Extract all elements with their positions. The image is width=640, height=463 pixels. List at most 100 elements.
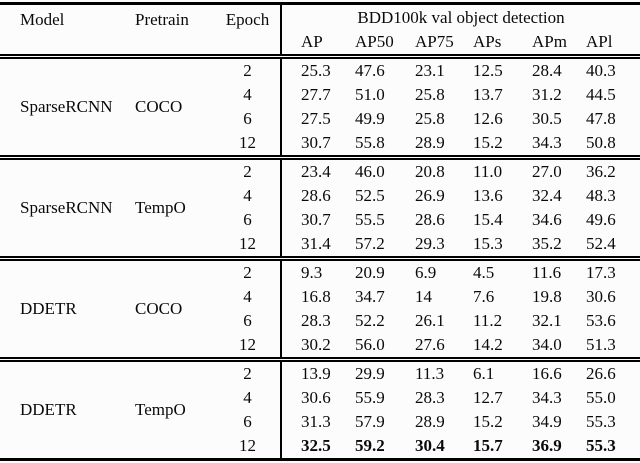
- metric-cell: 28.3: [415, 387, 445, 407]
- metric-cell: 16.8: [280, 284, 352, 309]
- metric-cell: 35.2: [532, 233, 562, 253]
- metric-cell: 12.5: [473, 60, 503, 80]
- col-header-aps: APs: [470, 30, 528, 59]
- metric-cell: 55.9: [355, 387, 385, 407]
- metric-cell: 53.6: [586, 310, 616, 330]
- metric-cell: 55.3: [586, 435, 616, 455]
- metric-cell: 28.9: [415, 132, 445, 152]
- metric-cell: 23.1: [415, 60, 445, 80]
- metric-cell: 52.5: [355, 185, 385, 205]
- table-row: SparseRCNN TempO 2 23.4 46.0 20.8 11.0 2…: [0, 154, 640, 258]
- table-row: 6 28.3 52.2 26.1 11.2 32.1 53.6: [0, 308, 640, 333]
- metric-cell: 12.6: [473, 108, 503, 128]
- metric-cell: 30.5: [532, 108, 562, 128]
- metric-cell: 19.8: [532, 286, 562, 306]
- metric-cell: 28.6: [280, 183, 352, 208]
- col-header-ap75: AP75: [412, 30, 470, 59]
- metric-cell: 55.3: [586, 411, 616, 431]
- epoch-cell: 4: [243, 185, 252, 205]
- metric-cell: 32.1: [532, 310, 562, 330]
- header-row-top: Model Pretrain Epoch BDD100k val object …: [0, 3, 640, 59]
- metric-cell: 20.9: [352, 255, 412, 285]
- metric-cell: 51.0: [355, 84, 385, 104]
- metric-cell: 51.3: [586, 334, 616, 354]
- table-row: SparseRCNN COCO 2 25.3 47.6 23.1 12.5 28…: [0, 56, 640, 116]
- metric-cell: 30.4: [415, 435, 445, 455]
- metric-cell: 47.6: [355, 60, 385, 80]
- metric-cell: 27.7: [280, 82, 352, 107]
- metric-cell: 6.1: [470, 356, 528, 386]
- metric-cell: 20.8: [412, 154, 470, 184]
- table-row: DDETR TempO 2 13.9 29.9 11.3 6.1 16.6 26…: [0, 356, 640, 459]
- epoch-cell: 2: [215, 255, 281, 285]
- table-row: 4 28.6 52.5 26.9 13.6 32.4 48.3: [0, 183, 640, 208]
- metric-cell: 28.3: [280, 308, 352, 333]
- metric-cell: 25.8: [415, 108, 445, 128]
- metric-cell: 28.9: [415, 411, 445, 431]
- epoch-cell: 6: [243, 108, 252, 128]
- metric-cell: 49.6: [586, 209, 616, 229]
- metric-cell: 14.2: [473, 334, 503, 354]
- epoch-cell: 6: [243, 209, 252, 229]
- metric-cell: 56.0: [355, 334, 385, 354]
- model-cell: SparseRCNN: [20, 96, 113, 116]
- metric-cell: 34.0: [532, 334, 562, 354]
- metric-cell: 15.7: [473, 435, 503, 455]
- metric-cell: 46.0: [352, 154, 412, 184]
- metric-cell: 36.9: [532, 435, 562, 455]
- metric-cell: 30.6: [586, 286, 616, 306]
- table-row: 12 30.2 56.0 27.6 14.2 34.0 51.3: [0, 332, 640, 359]
- epoch-cell: 6: [243, 310, 252, 330]
- metric-cell: 50.8: [586, 132, 616, 152]
- metric-cell: 27.5: [280, 106, 352, 131]
- table-row: 4 27.7 51.0 25.8 13.7 31.2 44.5: [0, 82, 640, 107]
- metric-cell: 11.2: [473, 310, 503, 330]
- metric-cell: 34.3: [532, 387, 562, 407]
- metric-cell: 4.5: [470, 255, 528, 285]
- epoch-cell: 4: [243, 286, 252, 306]
- table-row: 4 16.8 34.7 14 7.6 19.8 30.6: [0, 284, 640, 309]
- table-row: 12 30.7 55.8 28.9 15.2 34.3 50.8: [0, 130, 640, 157]
- metric-cell: 34.9: [532, 411, 562, 431]
- header-row-metrics: AP AP50 AP75 APs APm APl: [0, 30, 640, 59]
- model-cell: DDETR: [0, 255, 130, 359]
- epoch-cell: 12: [239, 435, 256, 455]
- metric-cell: 12.7: [473, 387, 503, 407]
- metric-cell: 14: [415, 286, 432, 306]
- table-row: 6 30.7 55.5 28.6 15.4 34.6 49.6: [0, 207, 640, 232]
- metric-cell: 7.6: [473, 286, 495, 306]
- metric-cell: 36.2: [583, 154, 640, 184]
- metric-cell: 28.4: [532, 60, 562, 80]
- metric-cell: 55.5: [355, 209, 385, 229]
- metric-cell: 15.2: [473, 132, 503, 152]
- metric-cell: 47.8: [586, 108, 616, 128]
- metric-cell: 28.6: [415, 209, 445, 229]
- metric-cell: 11.6: [528, 255, 583, 285]
- col-header-model: Model: [0, 3, 130, 59]
- col-header-pretrain: Pretrain: [130, 3, 215, 59]
- pretrain-cell: COCO: [130, 255, 215, 359]
- col-header-ap: AP: [280, 30, 352, 59]
- col-header-apm: APm: [528, 30, 583, 59]
- metric-cell: 26.9: [415, 185, 445, 205]
- epoch-cell: 4: [243, 387, 252, 407]
- metric-cell: 26.1: [415, 310, 445, 330]
- metric-cell: 27.6: [415, 334, 445, 354]
- metric-cell: 11.0: [470, 154, 528, 184]
- pretrain-cell: TempO: [130, 154, 215, 258]
- metric-cell: 52.4: [586, 233, 616, 253]
- metric-cell: 57.2: [355, 233, 385, 253]
- col-header-epoch: Epoch: [215, 3, 281, 59]
- metric-cell: 26.6: [583, 356, 640, 386]
- table-row: 4 30.6 55.9 28.3 12.7 34.3 55.0: [0, 385, 640, 410]
- metric-cell: 31.3: [280, 409, 352, 434]
- metric-cell: 31.4: [280, 231, 352, 258]
- metric-cell: 59.2: [355, 435, 385, 455]
- metric-cell: 27.0: [528, 154, 583, 184]
- epoch-cell: 12: [239, 132, 256, 152]
- metric-cell: 13.9: [280, 356, 352, 386]
- pretrain-cell: COCO: [135, 96, 183, 116]
- metric-cell: 17.3: [583, 255, 640, 285]
- metric-cell: 57.9: [355, 411, 385, 431]
